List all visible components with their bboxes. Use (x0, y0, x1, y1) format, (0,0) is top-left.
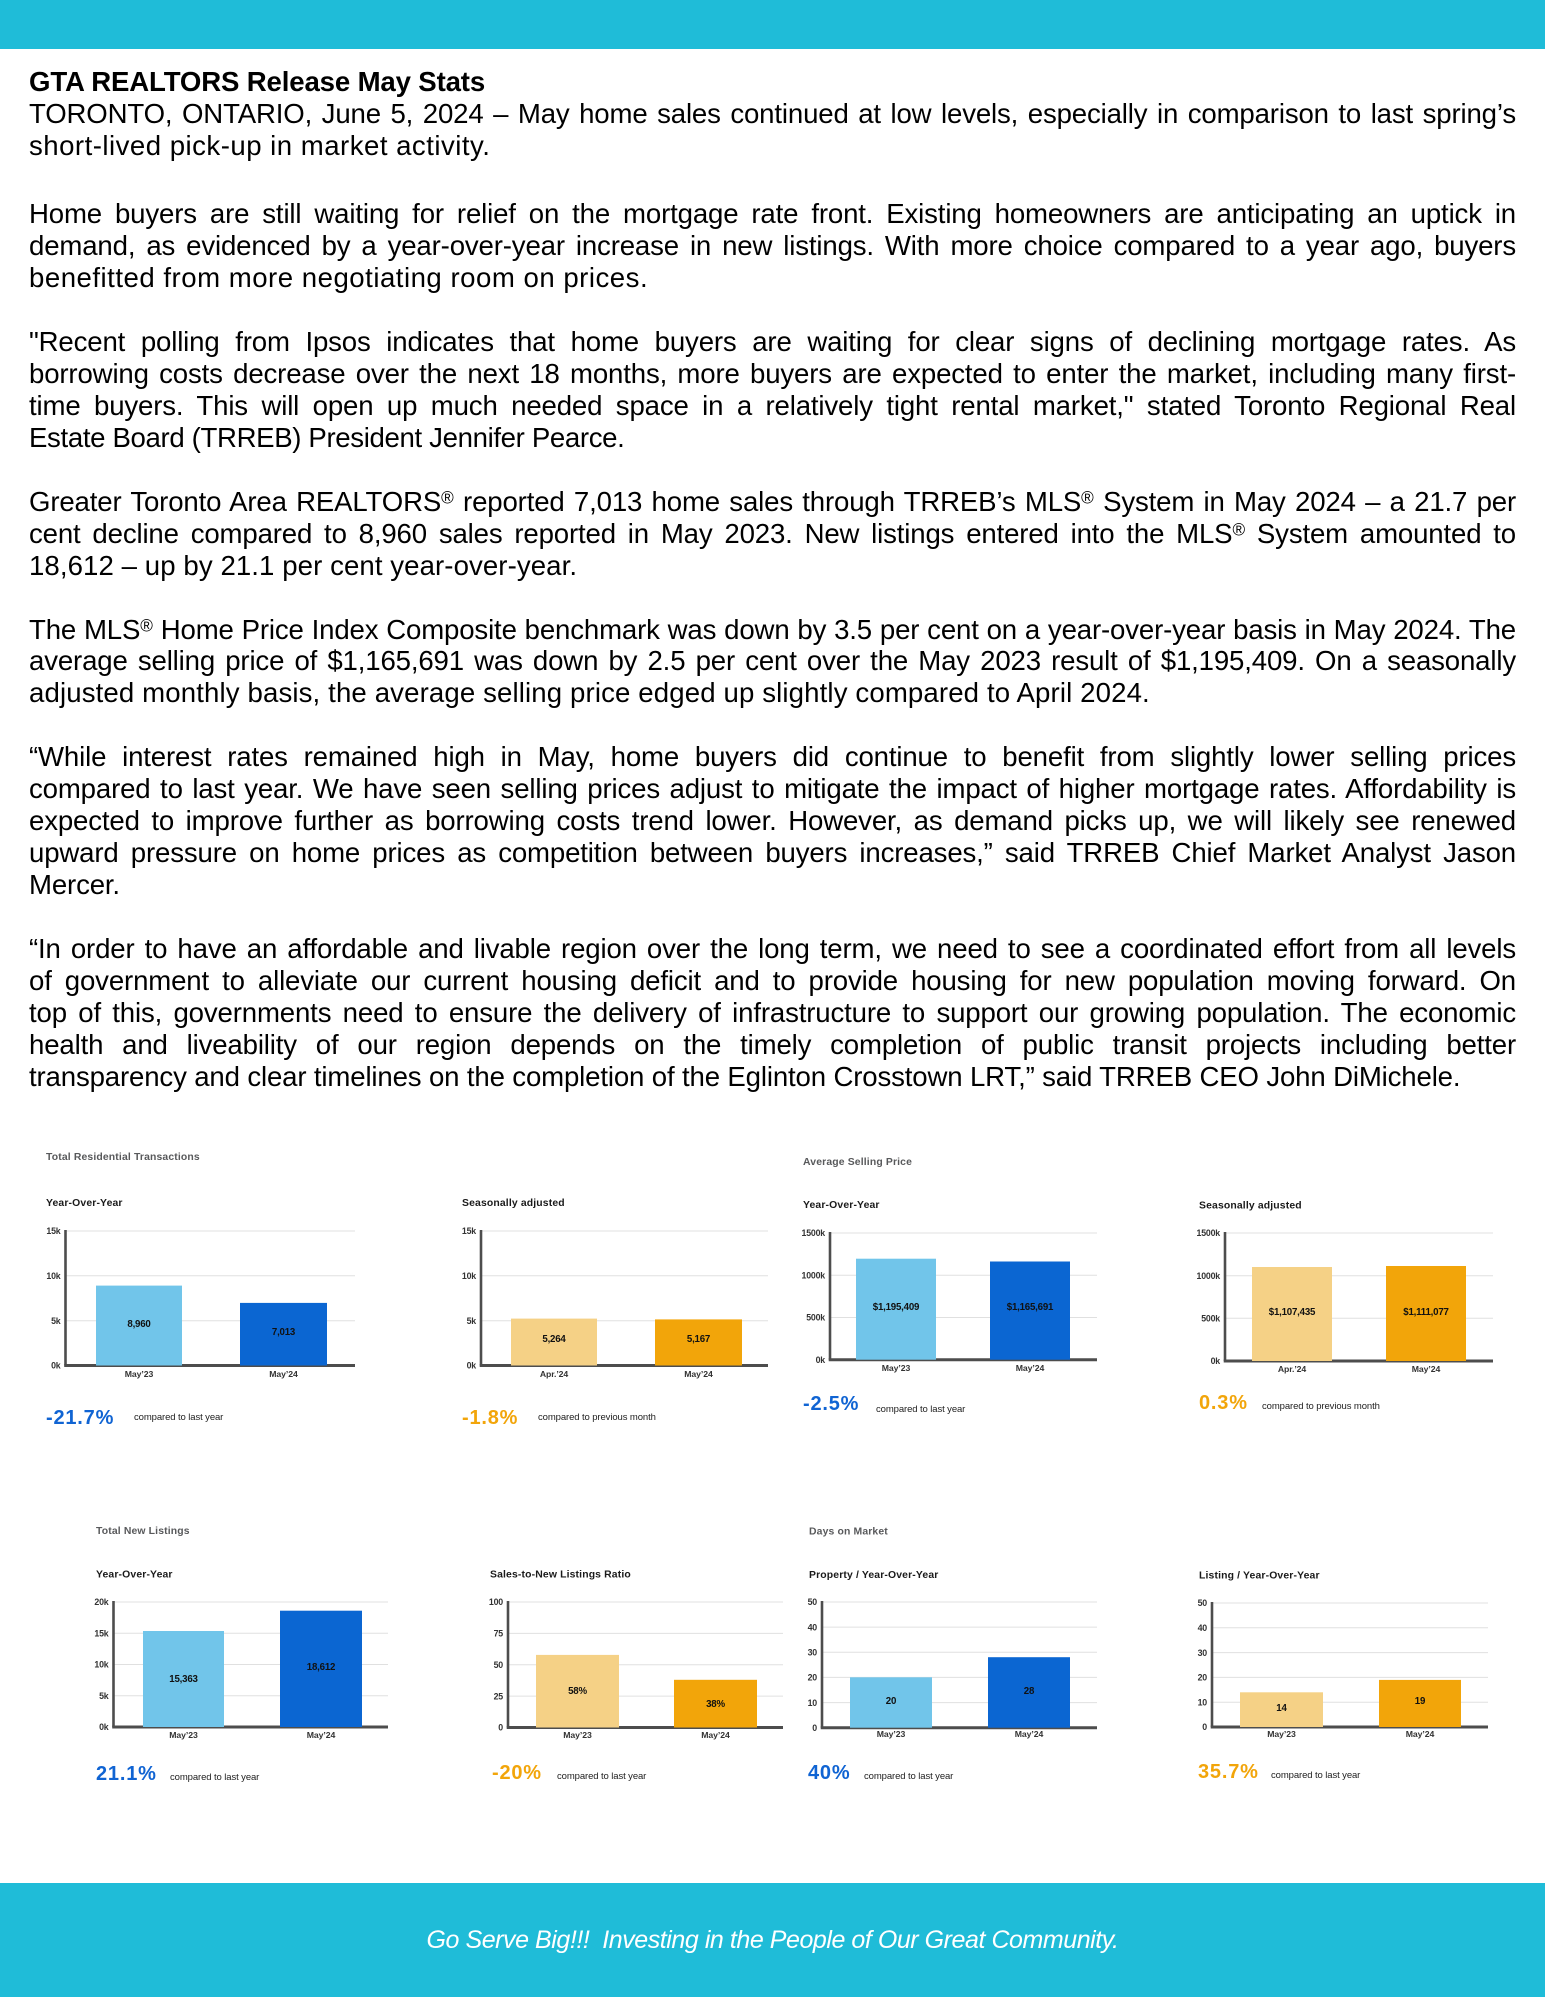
svg-text:-21.7%: -21.7% (46, 1407, 114, 1429)
svg-text:Seasonally adjusted: Seasonally adjusted (462, 1198, 565, 1209)
svg-text:5k: 5k (467, 1316, 477, 1326)
svg-text:7,013: 7,013 (272, 1327, 296, 1338)
svg-text:Average Selling Price: Average Selling Price (803, 1157, 912, 1168)
svg-text:35.7%: 35.7% (1198, 1761, 1259, 1783)
svg-text:0k: 0k (51, 1361, 61, 1371)
svg-text:Apr.’24: Apr.’24 (540, 1369, 569, 1379)
svg-text:-1.8%: -1.8% (462, 1407, 518, 1429)
svg-text:Total New Listings: Total New Listings (96, 1526, 190, 1537)
svg-text:18,612: 18,612 (307, 1662, 335, 1673)
svg-text:Days on Market: Days on Market (809, 1527, 888, 1538)
svg-text:20: 20 (808, 1673, 818, 1683)
svg-text:15k: 15k (46, 1226, 60, 1236)
svg-text:20: 20 (1198, 1673, 1208, 1683)
svg-text:compared to last year: compared to last year (876, 1404, 965, 1415)
svg-text:50: 50 (808, 1597, 818, 1607)
svg-text:Year-Over-Year: Year-Over-Year (803, 1200, 880, 1211)
svg-text:0k: 0k (816, 1355, 826, 1365)
svg-text:15,363: 15,363 (169, 1674, 198, 1685)
svg-text:0k: 0k (99, 1722, 109, 1732)
svg-text:100: 100 (489, 1597, 503, 1607)
svg-text:compared to last year: compared to last year (864, 1771, 953, 1782)
svg-text:500k: 500k (1201, 1314, 1220, 1324)
svg-text:15k: 15k (462, 1226, 476, 1236)
svg-text:May’23: May’23 (125, 1369, 154, 1379)
svg-text:1000k: 1000k (802, 1270, 826, 1280)
svg-text:40%: 40% (808, 1762, 850, 1784)
svg-text:28: 28 (1024, 1686, 1035, 1697)
svg-text:Total Residential Transactions: Total Residential Transactions (46, 1152, 200, 1163)
svg-text:10: 10 (808, 1698, 818, 1708)
svg-text:15k: 15k (94, 1628, 108, 1638)
svg-text:10k: 10k (94, 1660, 108, 1670)
svg-text:Apr.’24: Apr.’24 (1278, 1364, 1307, 1374)
svg-text:10: 10 (1198, 1697, 1208, 1707)
svg-text:May’23: May’23 (1267, 1729, 1296, 1739)
svg-text:20: 20 (886, 1696, 896, 1707)
svg-text:30: 30 (1198, 1648, 1208, 1658)
svg-text:$1,195,409: $1,195,409 (873, 1302, 920, 1313)
svg-text:$1,107,435: $1,107,435 (1269, 1307, 1316, 1318)
svg-text:-2.5%: -2.5% (803, 1393, 859, 1415)
svg-text:21.1%: 21.1% (96, 1763, 157, 1785)
svg-text:Year-Over-Year: Year-Over-Year (46, 1198, 123, 1209)
svg-text:May’23: May’23 (563, 1730, 592, 1740)
svg-text:5,167: 5,167 (687, 1334, 710, 1345)
svg-text:May’24: May’24 (307, 1730, 336, 1740)
svg-text:30: 30 (808, 1647, 818, 1657)
svg-text:Sales-to-New Listings Ratio: Sales-to-New Listings Ratio (490, 1570, 631, 1581)
svg-text:$1,165,691: $1,165,691 (1007, 1302, 1054, 1313)
svg-text:Year-Over-Year: Year-Over-Year (96, 1570, 173, 1581)
svg-text:May’24: May’24 (1016, 1363, 1045, 1373)
svg-text:25: 25 (494, 1691, 504, 1701)
svg-text:0: 0 (498, 1723, 503, 1733)
svg-text:compared to last year: compared to last year (134, 1412, 223, 1423)
svg-text:10k: 10k (462, 1271, 476, 1281)
svg-text:0.3%: 0.3% (1199, 1392, 1248, 1414)
svg-text:May’23: May’23 (169, 1730, 198, 1740)
svg-text:40: 40 (808, 1622, 818, 1632)
svg-text:75: 75 (494, 1629, 504, 1639)
svg-text:May’24: May’24 (1015, 1729, 1044, 1739)
svg-text:Listing / Year-Over-Year: Listing / Year-Over-Year (1199, 1571, 1320, 1582)
svg-text:20k: 20k (94, 1597, 108, 1607)
svg-text:40: 40 (1198, 1623, 1208, 1633)
svg-text:0k: 0k (1211, 1356, 1221, 1366)
svg-text:1500k: 1500k (802, 1228, 826, 1238)
svg-text:50: 50 (1198, 1598, 1208, 1608)
svg-text:10k: 10k (46, 1271, 60, 1281)
svg-text:May’24: May’24 (1406, 1729, 1435, 1739)
svg-text:38%: 38% (706, 1699, 725, 1710)
svg-text:5k: 5k (99, 1691, 109, 1701)
svg-text:-20%: -20% (492, 1762, 542, 1784)
svg-text:compared to last year: compared to last year (170, 1772, 259, 1783)
svg-text:1500k: 1500k (1197, 1228, 1221, 1238)
svg-text:0: 0 (1202, 1722, 1207, 1732)
svg-text:compared to last year: compared to last year (1271, 1770, 1360, 1781)
svg-text:5k: 5k (51, 1316, 61, 1326)
svg-text:14: 14 (1276, 1703, 1287, 1714)
svg-text:Property / Year-Over-Year: Property / Year-Over-Year (809, 1570, 938, 1581)
svg-text:May’23: May’23 (882, 1363, 911, 1373)
svg-text:0: 0 (812, 1723, 817, 1733)
svg-text:May’24: May’24 (269, 1369, 298, 1379)
svg-text:50: 50 (494, 1660, 504, 1670)
svg-text:May’23: May’23 (877, 1729, 906, 1739)
svg-text:compared to last year: compared to last year (557, 1771, 646, 1782)
svg-text:5,264: 5,264 (542, 1334, 566, 1345)
svg-text:Seasonally adjusted: Seasonally adjusted (1199, 1201, 1302, 1212)
svg-text:0k: 0k (467, 1361, 477, 1371)
svg-text:May’24: May’24 (1412, 1364, 1441, 1374)
svg-text:compared to previous month: compared to previous month (1262, 1401, 1380, 1412)
svg-text:May’24: May’24 (701, 1730, 730, 1740)
svg-text:May’24: May’24 (684, 1369, 713, 1379)
svg-text:58%: 58% (568, 1686, 587, 1697)
svg-text:1000k: 1000k (1197, 1271, 1221, 1281)
svg-text:$1,111,077: $1,111,077 (1403, 1307, 1448, 1318)
svg-text:19: 19 (1415, 1696, 1426, 1707)
svg-text:compared to previous month: compared to previous month (538, 1412, 656, 1423)
svg-text:500k: 500k (806, 1313, 825, 1323)
svg-text:8,960: 8,960 (127, 1319, 150, 1330)
